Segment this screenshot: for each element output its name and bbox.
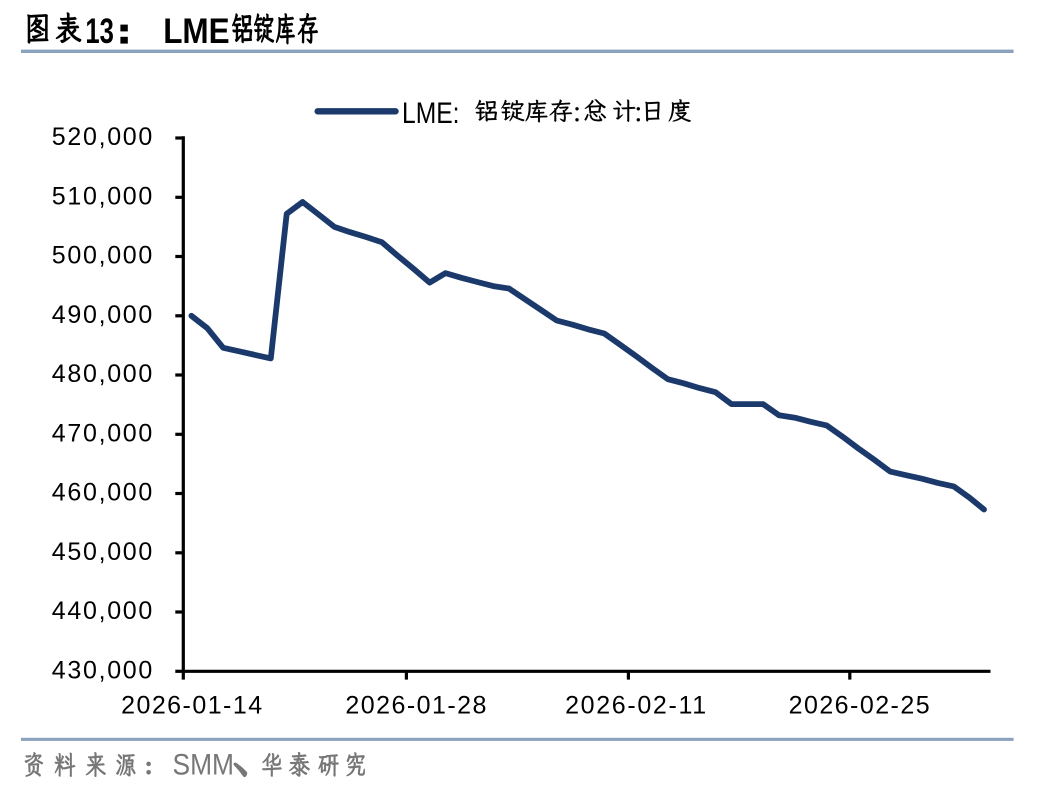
svg-text:LME:: LME: bbox=[402, 97, 460, 130]
svg-text:2026-01-28: 2026-01-28 bbox=[345, 691, 486, 719]
svg-text:480,000: 480,000 bbox=[52, 360, 153, 388]
svg-text:460,000: 460,000 bbox=[52, 479, 153, 507]
svg-text:LME: LME bbox=[163, 12, 230, 51]
svg-text:SMM: SMM bbox=[173, 749, 235, 782]
svg-text:510,000: 510,000 bbox=[52, 182, 153, 210]
svg-text:13: 13 bbox=[85, 12, 114, 51]
svg-text:2026-02-25: 2026-02-25 bbox=[789, 691, 930, 719]
svg-text:520,000: 520,000 bbox=[52, 123, 153, 151]
svg-text:470,000: 470,000 bbox=[52, 419, 153, 447]
svg-text:2026-02-11: 2026-02-11 bbox=[565, 691, 706, 719]
svg-text:2026-01-14: 2026-01-14 bbox=[121, 691, 262, 719]
svg-text:430,000: 430,000 bbox=[52, 656, 153, 684]
svg-text:490,000: 490,000 bbox=[52, 301, 153, 329]
svg-text:450,000: 450,000 bbox=[52, 538, 153, 566]
svg-text:440,000: 440,000 bbox=[52, 597, 153, 625]
svg-text:500,000: 500,000 bbox=[52, 242, 153, 270]
